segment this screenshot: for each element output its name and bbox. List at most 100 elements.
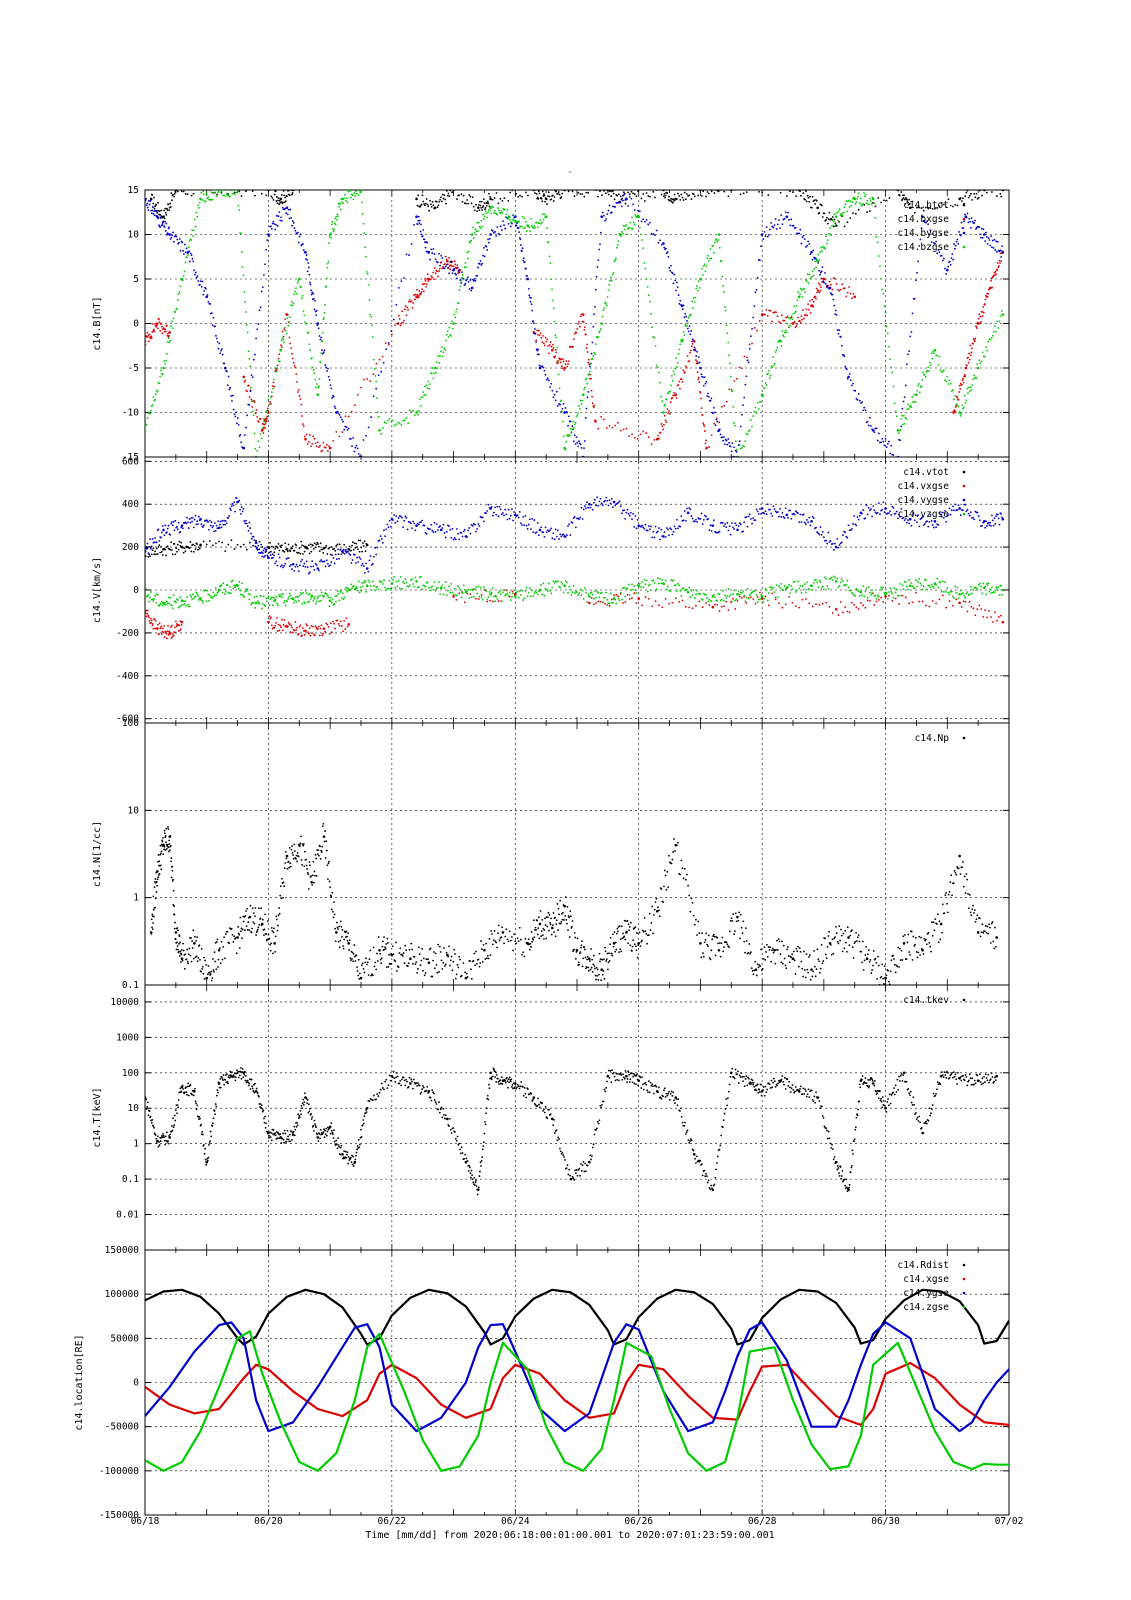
data-point — [364, 572, 366, 574]
data-point — [346, 590, 348, 593]
data-point — [661, 425, 664, 428]
data-point — [336, 619, 339, 622]
data-point — [399, 324, 402, 327]
data-point — [705, 265, 708, 267]
data-point — [271, 197, 274, 199]
data-point — [743, 355, 746, 358]
data-point — [764, 313, 766, 316]
data-point — [818, 603, 821, 606]
data-point — [458, 271, 461, 274]
data-point — [745, 375, 748, 378]
data-point — [341, 418, 343, 421]
data-point — [427, 586, 430, 589]
data-point — [781, 606, 784, 609]
data-point — [819, 289, 822, 292]
data-point — [728, 354, 730, 357]
data-point — [321, 340, 324, 343]
data-point — [979, 315, 982, 318]
data-point — [338, 435, 341, 438]
data-point — [451, 191, 454, 194]
data-point — [708, 604, 711, 607]
data-point — [433, 267, 436, 269]
data-point — [804, 198, 806, 201]
data-point — [628, 514, 631, 517]
data-point — [241, 265, 244, 268]
data-point — [724, 309, 727, 312]
data-point — [259, 417, 262, 420]
data-point — [950, 509, 953, 512]
data-point — [196, 543, 199, 546]
data-point — [555, 390, 558, 393]
data-point — [167, 633, 170, 636]
data-point — [208, 528, 210, 531]
data-point — [729, 184, 731, 186]
data-point — [493, 211, 495, 214]
data-point — [958, 601, 961, 605]
data-point — [433, 206, 437, 210]
data-point — [180, 620, 184, 624]
data-point — [270, 391, 273, 394]
data-point — [194, 595, 197, 598]
data-point — [471, 524, 474, 527]
data-point — [310, 550, 313, 553]
data-point — [438, 268, 441, 270]
data-point — [165, 359, 167, 362]
data-point — [330, 561, 333, 563]
data-point — [801, 236, 804, 239]
data-point — [436, 206, 439, 209]
data-point — [970, 389, 973, 391]
data-point — [987, 190, 990, 191]
data-point — [445, 202, 447, 205]
data-point — [775, 311, 778, 314]
data-point — [831, 542, 834, 545]
data-point — [270, 402, 272, 405]
data-point — [365, 543, 369, 547]
data-point — [346, 625, 349, 628]
data-point — [200, 191, 203, 194]
data-point — [313, 542, 316, 545]
data-point — [647, 597, 650, 600]
data-point — [233, 501, 236, 504]
data-point — [307, 331, 310, 334]
data-point — [489, 206, 492, 210]
data-point — [374, 375, 377, 377]
data-point — [660, 395, 663, 398]
data-point — [548, 530, 550, 533]
data-point — [301, 602, 304, 605]
data-point — [347, 623, 350, 626]
data-point — [586, 343, 588, 346]
data-point — [838, 208, 841, 211]
data-point — [410, 410, 413, 413]
data-point — [173, 542, 176, 545]
data-point — [726, 522, 729, 524]
data-point — [590, 352, 593, 355]
data-point — [691, 338, 694, 340]
data-point — [917, 260, 920, 263]
data-point — [366, 272, 369, 275]
data-point — [760, 512, 762, 515]
data-point — [252, 414, 255, 417]
data-point — [227, 516, 230, 519]
data-point — [367, 284, 370, 286]
data-point — [540, 526, 542, 529]
data-point — [289, 342, 292, 345]
data-point — [416, 294, 419, 296]
data-point — [703, 263, 706, 266]
data-point — [477, 523, 480, 525]
data-point — [715, 418, 718, 421]
data-point — [325, 592, 328, 595]
data-point — [290, 624, 293, 627]
data-point — [551, 343, 554, 346]
data-point — [563, 446, 566, 450]
data-point — [396, 322, 400, 325]
data-point — [293, 629, 296, 632]
series-c14.vzgse — [145, 575, 1005, 610]
data-point — [182, 190, 185, 193]
data-point — [834, 608, 838, 611]
data-point — [990, 336, 993, 339]
data-point — [959, 234, 962, 237]
data-point — [717, 233, 721, 236]
data-point — [160, 600, 163, 603]
data-point — [316, 383, 318, 385]
data-point — [416, 288, 419, 291]
